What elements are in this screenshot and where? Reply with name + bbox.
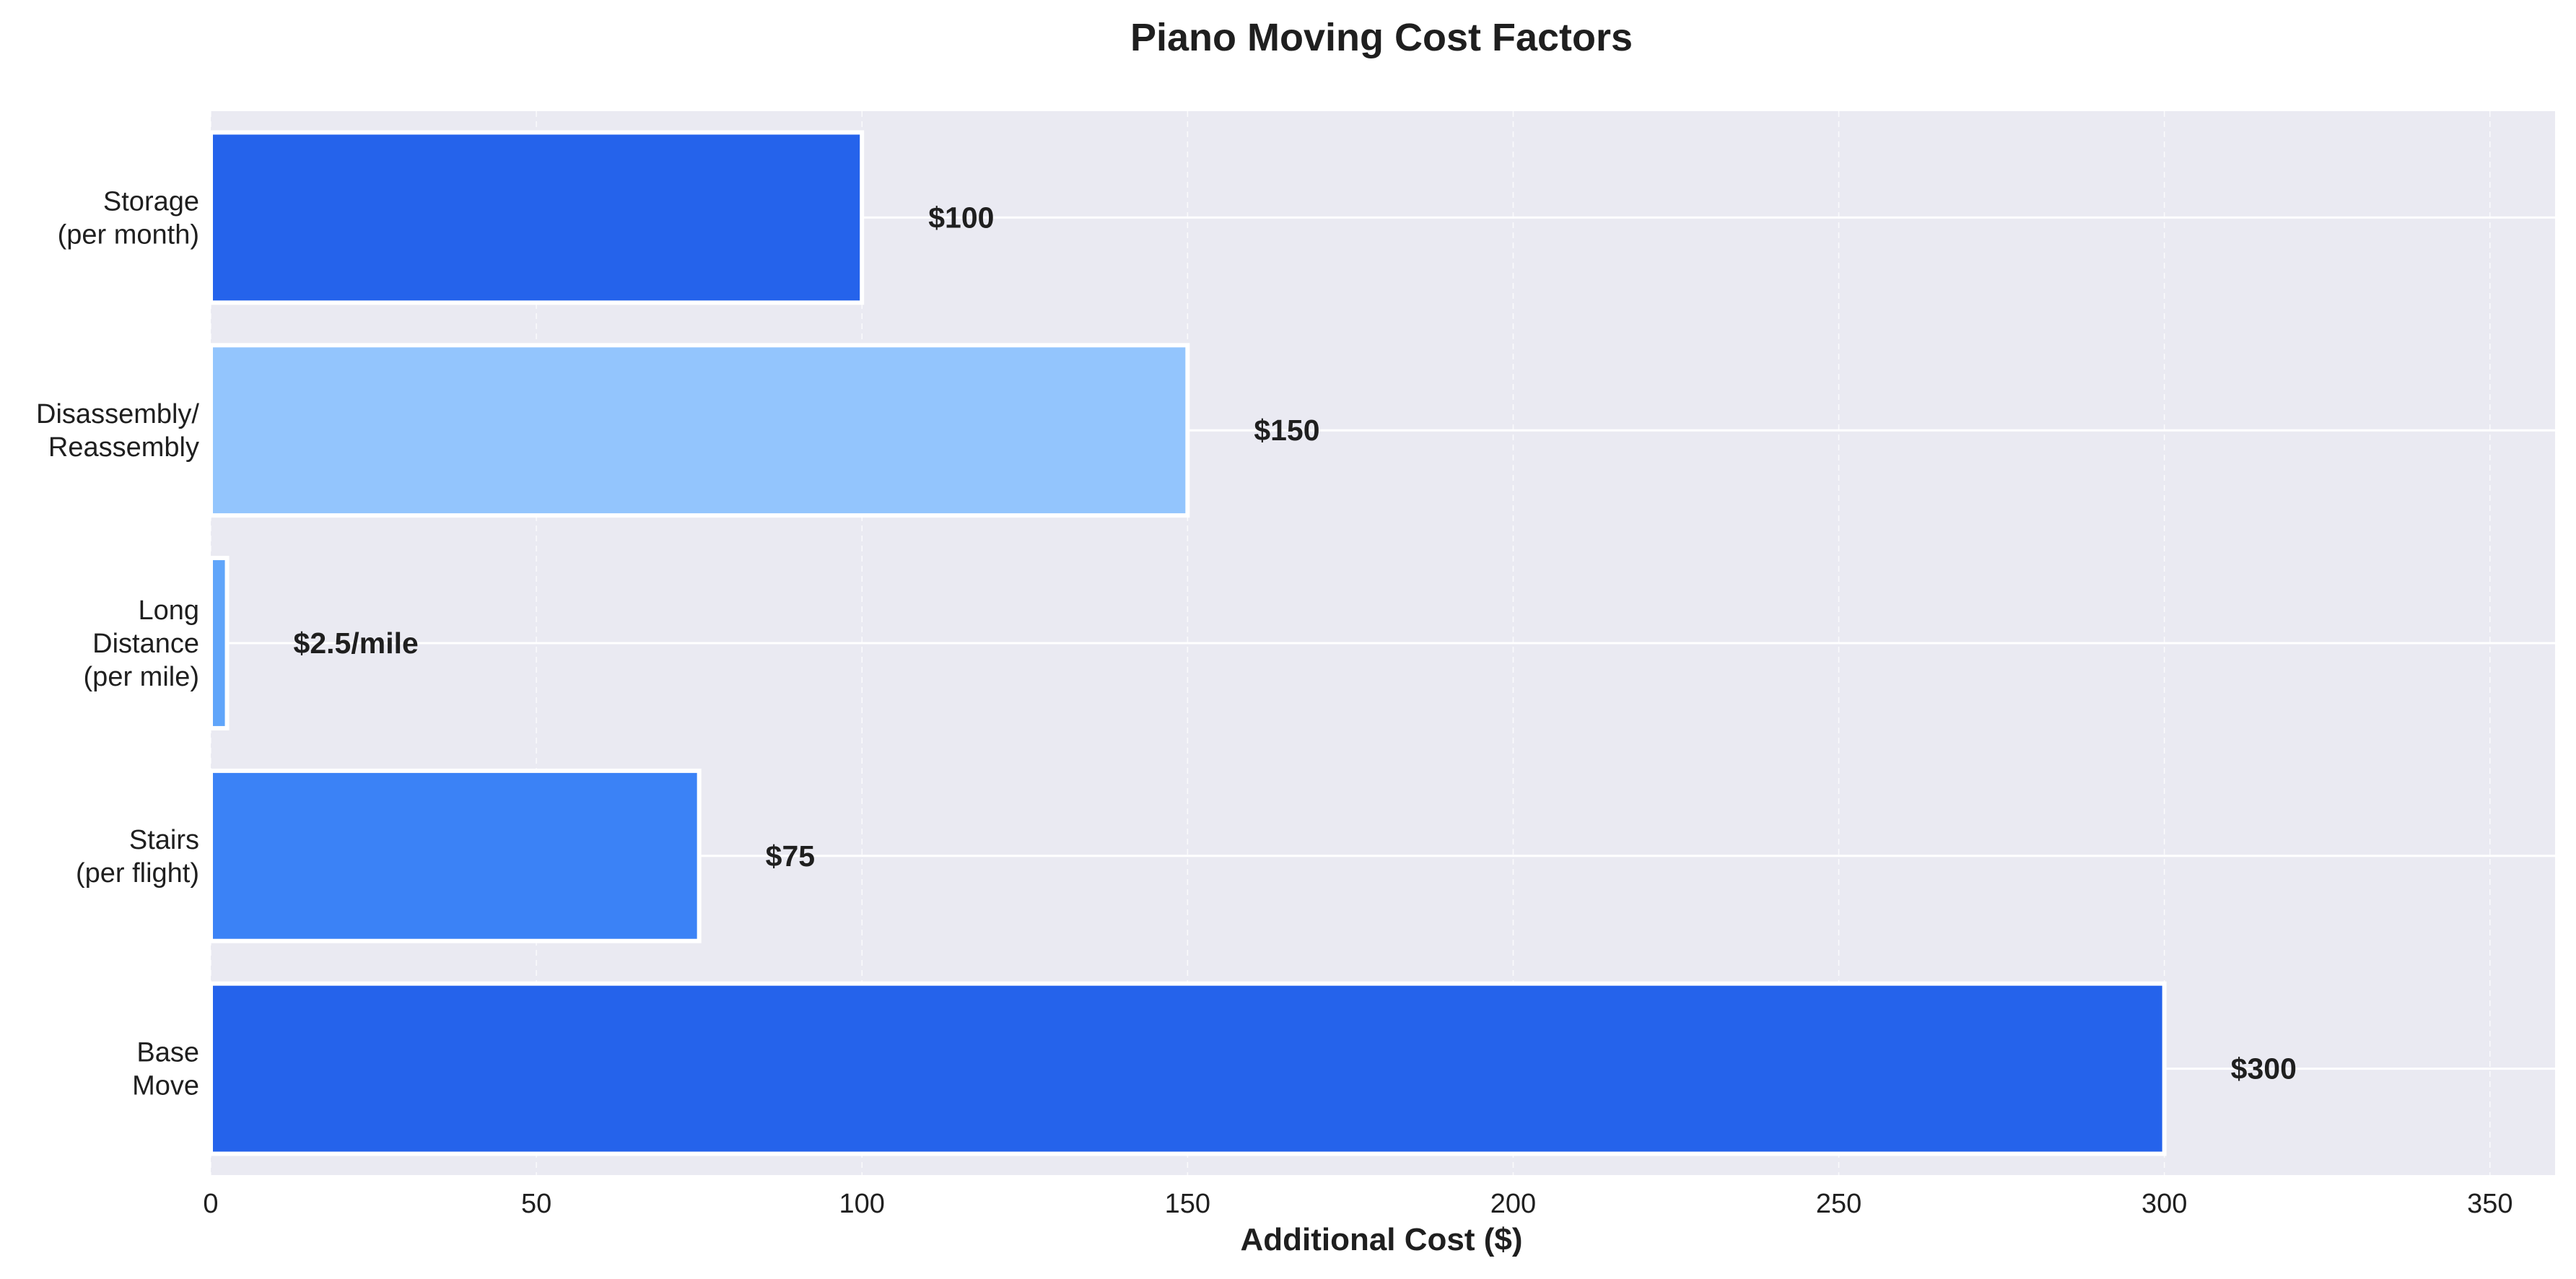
x-tick-label: 50 [521, 1189, 551, 1219]
x-tick-label: 300 [2141, 1189, 2187, 1219]
x-tick-layer: 0 50 100 150 200 250 300 350 [203, 1189, 2512, 1219]
chart-title: Piano Moving Cost Factors [1130, 16, 1633, 59]
bar [209, 343, 1190, 518]
x-tick-label: 350 [2467, 1189, 2512, 1219]
data-label: $100 [928, 201, 994, 234]
y-tick-label: Base Move [132, 1038, 199, 1101]
y-tick-label: Long Distance (per mile) [84, 595, 199, 692]
bar [209, 556, 230, 730]
y-tick-label: Disassembly/Reassembly [36, 399, 199, 463]
y-tick-layer: Base Move Stairs (per flight) Long Distance (p… [36, 186, 199, 1101]
y-tick-label: Storage (per month) [58, 186, 199, 250]
y-tick-label: Stairs (per flight) [76, 825, 199, 889]
x-axis-label: Additional Cost ($) [1240, 1222, 1522, 1257]
x-tick-label: 150 [1165, 1189, 1210, 1219]
data-label: $75 [766, 839, 815, 873]
bar [209, 130, 865, 305]
bar [209, 981, 2167, 1156]
x-tick-label: 250 [1816, 1189, 1861, 1219]
data-label: $2.5/mile [294, 627, 419, 660]
x-tick-label: 200 [1490, 1189, 1536, 1219]
x-tick-label: 0 [203, 1189, 218, 1219]
data-label: $150 [1254, 414, 1319, 447]
bar-layer [209, 130, 2167, 1156]
bar [209, 768, 702, 943]
data-label: $300 [2231, 1052, 2297, 1086]
data-label-layer: $300 $75 $2.5/mile $150 $100 [294, 201, 2297, 1085]
x-tick-label: 100 [839, 1189, 885, 1219]
